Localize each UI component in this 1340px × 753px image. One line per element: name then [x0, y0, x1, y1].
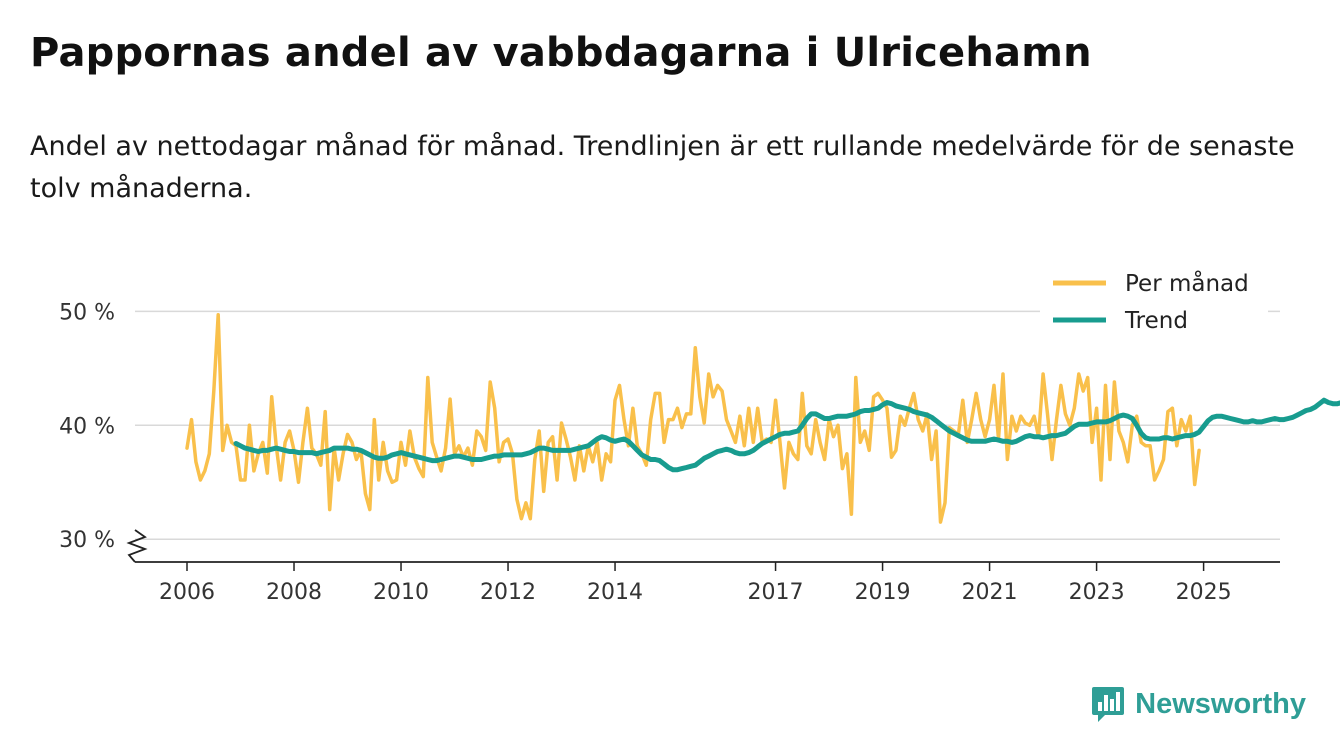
legend: Per månad Trend — [1040, 262, 1268, 336]
chart-title: Pappornas andel av vabbdagarna i Ulriceh… — [30, 30, 1092, 76]
series — [185, 313, 1340, 524]
legend-background — [1040, 262, 1268, 336]
x-tick-label-2008: 2008 — [266, 580, 322, 605]
legend-label-0: Per månad — [1125, 269, 1249, 297]
brand-name: Newsworthy — [1135, 687, 1306, 720]
x-axis: 2006 2008 2010 2012 2014 2017 2019 2021 2023 2025 — [126, 529, 1280, 605]
y-axis-tick-labels: 30 % 40 % 50 % — [59, 300, 115, 553]
trend-line — [233, 397, 1340, 473]
x-tick-label-2019: 2019 — [855, 580, 911, 605]
y-tick-label-50: 50 % — [59, 300, 115, 325]
chart-subtitle: Andel av nettodagar månad för månad. Tre… — [30, 131, 1295, 204]
x-tick-label-2006: 2006 — [159, 580, 215, 605]
x-tick-label-2021: 2021 — [962, 580, 1018, 605]
x-tick-label-2025: 2025 — [1176, 580, 1232, 605]
y-tick-label-30: 30 % — [59, 528, 115, 553]
brand-logo: Newsworthy — [1091, 685, 1306, 723]
x-tick-label-2012: 2012 — [480, 580, 536, 605]
bar-chart-speech-bubble-icon — [1092, 687, 1125, 722]
axis-break-icon — [126, 529, 148, 563]
x-tick-label-2023: 2023 — [1069, 580, 1125, 605]
x-tick-label-2010: 2010 — [373, 580, 429, 605]
y-tick-label-40: 40 % — [59, 414, 115, 439]
legend-label-1: Trend — [1124, 308, 1188, 334]
x-tick-label-2017: 2017 — [748, 580, 804, 605]
x-tick-label-2014: 2014 — [587, 580, 643, 605]
monthly-line — [185, 313, 1201, 524]
